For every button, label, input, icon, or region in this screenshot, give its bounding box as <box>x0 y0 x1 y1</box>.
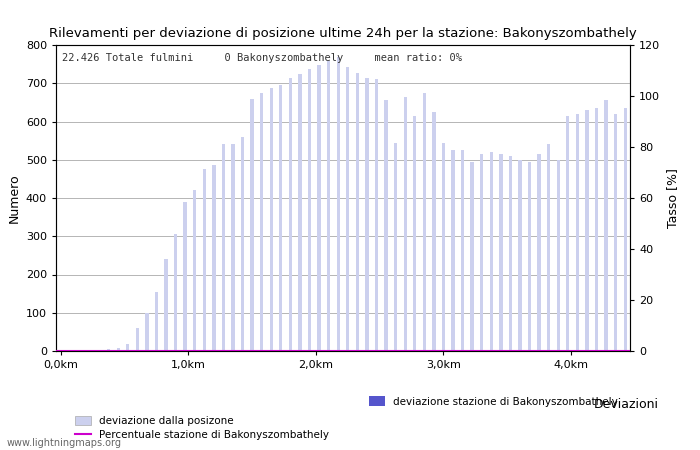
Bar <box>308 69 312 351</box>
Text: www.lightningmaps.org: www.lightningmaps.org <box>7 438 122 448</box>
Bar <box>575 114 579 351</box>
Bar <box>499 154 503 351</box>
Bar <box>251 99 254 351</box>
Bar <box>270 88 273 351</box>
Bar <box>566 116 570 351</box>
Bar <box>365 77 369 351</box>
Bar <box>288 77 292 351</box>
Bar <box>384 100 388 351</box>
Bar <box>69 350 72 351</box>
Bar <box>528 162 531 351</box>
Legend: deviazione dalla posizone, Percentuale stazione di Bakonyszombathely: deviazione dalla posizone, Percentuale s… <box>75 416 329 440</box>
Bar <box>174 234 177 351</box>
Bar <box>413 116 416 351</box>
Bar <box>212 166 216 351</box>
Bar <box>155 292 158 351</box>
Bar <box>518 160 522 351</box>
Bar <box>279 85 283 351</box>
Bar <box>394 143 398 351</box>
Bar <box>423 93 426 351</box>
Bar <box>327 61 330 351</box>
Bar <box>107 349 111 351</box>
Text: 22.426 Totale fulmini     0 Bakonyszombathely     mean ratio: 0%: 22.426 Totale fulmini 0 Bakonyszombathel… <box>62 53 462 63</box>
Bar <box>403 97 407 351</box>
Bar <box>193 190 197 351</box>
Bar <box>489 152 493 351</box>
Bar <box>614 114 617 351</box>
Bar <box>470 162 474 351</box>
Bar <box>509 156 512 351</box>
Y-axis label: Tasso [%]: Tasso [%] <box>666 168 679 228</box>
Bar <box>452 150 455 351</box>
Legend: deviazione stazione di Bakonyszombathely: deviazione stazione di Bakonyszombathely <box>369 396 618 406</box>
Text: Deviazioni: Deviazioni <box>594 399 659 411</box>
Bar <box>595 108 598 351</box>
Bar <box>374 79 378 351</box>
Bar <box>145 313 148 351</box>
Bar <box>480 154 484 351</box>
Bar <box>337 57 340 351</box>
Bar <box>260 93 263 351</box>
Bar <box>222 144 225 351</box>
Bar <box>116 348 120 351</box>
Bar <box>346 67 349 351</box>
Bar <box>136 328 139 351</box>
Bar <box>538 154 541 351</box>
Bar <box>59 350 62 351</box>
Y-axis label: Numero: Numero <box>7 173 20 223</box>
Bar <box>241 137 244 351</box>
Bar <box>585 110 589 351</box>
Bar <box>604 100 608 351</box>
Bar <box>317 65 321 351</box>
Bar <box>202 169 206 351</box>
Bar <box>624 108 627 351</box>
Bar <box>97 350 101 351</box>
Bar <box>88 350 91 351</box>
Bar <box>547 144 550 351</box>
Bar <box>461 150 464 351</box>
Bar <box>356 73 359 351</box>
Bar <box>556 160 560 351</box>
Bar <box>432 112 435 351</box>
Bar <box>78 350 82 351</box>
Bar <box>164 259 168 351</box>
Bar <box>298 74 302 351</box>
Bar <box>183 202 187 351</box>
Bar <box>126 344 130 351</box>
Bar <box>231 144 234 351</box>
Bar <box>442 143 445 351</box>
Title: Rilevamenti per deviazione di posizione ultime 24h per la stazione: Bakonyszomba: Rilevamenti per deviazione di posizione … <box>49 27 637 40</box>
